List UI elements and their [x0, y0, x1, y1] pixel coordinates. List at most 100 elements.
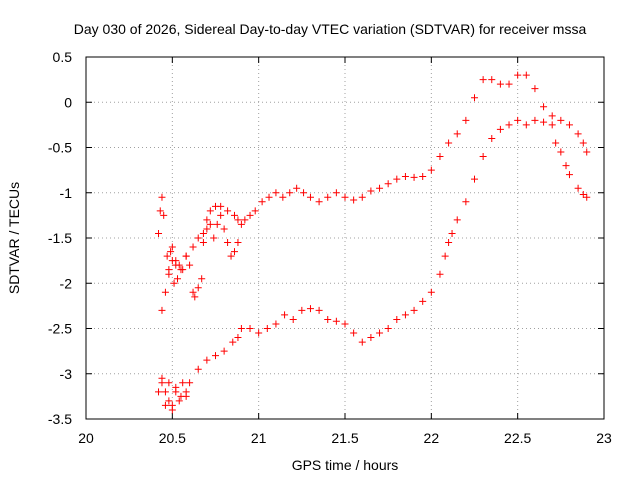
- data-point: [194, 365, 202, 373]
- data-point: [194, 284, 202, 292]
- data-point: [158, 306, 166, 314]
- data-point: [552, 139, 560, 147]
- data-point: [401, 311, 409, 319]
- data-point: [170, 279, 178, 287]
- data-point: [155, 388, 163, 396]
- data-point: [172, 257, 180, 265]
- data-point: [393, 175, 401, 183]
- data-point: [168, 243, 176, 251]
- data-point: [179, 266, 187, 274]
- data-point: [234, 216, 242, 224]
- data-point: [350, 329, 358, 337]
- y-tick-label: 0: [64, 94, 72, 110]
- x-tick-label: 20: [78, 430, 94, 446]
- chart-title: Day 030 of 2026, Sidereal Day-to-day VTE…: [74, 21, 587, 37]
- data-point: [514, 71, 522, 79]
- data-point: [165, 270, 173, 278]
- data-point: [505, 121, 513, 129]
- data-point: [548, 121, 556, 129]
- data-point: [376, 329, 384, 337]
- y-tick-label: -0.5: [48, 140, 72, 156]
- data-point: [161, 401, 169, 409]
- data-point: [206, 220, 214, 228]
- data-point: [158, 193, 166, 201]
- data-point: [531, 85, 539, 93]
- data-point: [557, 116, 565, 124]
- data-point: [161, 288, 169, 296]
- data-point: [514, 116, 522, 124]
- x-tick-label: 21: [251, 430, 267, 446]
- data-point: [462, 198, 470, 206]
- y-tick-labels: 0.5 0 -0.5 -1 -1.5 -2 -2.5 -3 -3.5: [48, 49, 72, 427]
- data-point: [165, 397, 173, 405]
- data-point: [174, 275, 182, 283]
- data-point: [574, 184, 582, 192]
- data-point: [393, 315, 401, 323]
- x-tick-label: 22.5: [504, 430, 531, 446]
- data-point: [156, 207, 164, 215]
- data-point: [189, 243, 197, 251]
- data-point: [540, 118, 548, 126]
- data-point: [496, 125, 504, 133]
- data-point: [203, 216, 211, 224]
- data-point: [217, 211, 225, 219]
- data-point: [182, 392, 190, 400]
- data-point: [522, 71, 530, 79]
- data-point: [251, 207, 259, 215]
- x-axis-label: GPS time / hours: [292, 457, 399, 473]
- data-point: [272, 320, 280, 328]
- x-tick-label: 20.5: [159, 430, 186, 446]
- data-point: [199, 239, 207, 247]
- data-point: [172, 383, 180, 391]
- data-point: [210, 234, 218, 242]
- data-point: [289, 315, 297, 323]
- data-point: [224, 207, 232, 215]
- data-point: [199, 229, 207, 237]
- data-point: [229, 338, 237, 346]
- data-point: [557, 148, 565, 156]
- data-point: [227, 252, 235, 260]
- data-point: [384, 180, 392, 188]
- data-point: [279, 193, 287, 201]
- data-point: [246, 211, 254, 219]
- data-point: [367, 187, 375, 195]
- data-point: [445, 239, 453, 247]
- data-point: [191, 293, 199, 301]
- data-point: [583, 148, 591, 156]
- y-tick-label: -3.5: [48, 411, 72, 427]
- data-point: [315, 198, 323, 206]
- plot-frame: [85, 56, 605, 420]
- data-point: [579, 139, 587, 147]
- data-point: [505, 80, 513, 88]
- data-point: [175, 261, 183, 269]
- data-point: [286, 189, 294, 197]
- data-point: [258, 198, 266, 206]
- data-point: [234, 239, 242, 247]
- data-point: [237, 325, 245, 332]
- data-point: [230, 248, 238, 256]
- data-point: [212, 352, 219, 360]
- data-point: [263, 325, 271, 332]
- data-point: [167, 248, 175, 256]
- data-point: [562, 162, 570, 170]
- data-point: [410, 306, 418, 314]
- data-point: [203, 356, 211, 364]
- data-point: [324, 315, 332, 323]
- data-point: [367, 334, 375, 342]
- data-point: [186, 261, 194, 269]
- data-point: [186, 379, 194, 387]
- data-point: [410, 173, 418, 181]
- data-point: [306, 193, 314, 201]
- data-point: [272, 189, 280, 197]
- data-point: [194, 234, 202, 242]
- y-tick-label: 0.5: [53, 49, 73, 65]
- data-point: [241, 216, 249, 224]
- data-point: [217, 202, 225, 210]
- data-point: [341, 320, 349, 328]
- data-point: [213, 220, 221, 228]
- data-point: [230, 211, 238, 219]
- data-point: [436, 153, 444, 161]
- data-point: [574, 130, 582, 138]
- data-point: [234, 334, 242, 342]
